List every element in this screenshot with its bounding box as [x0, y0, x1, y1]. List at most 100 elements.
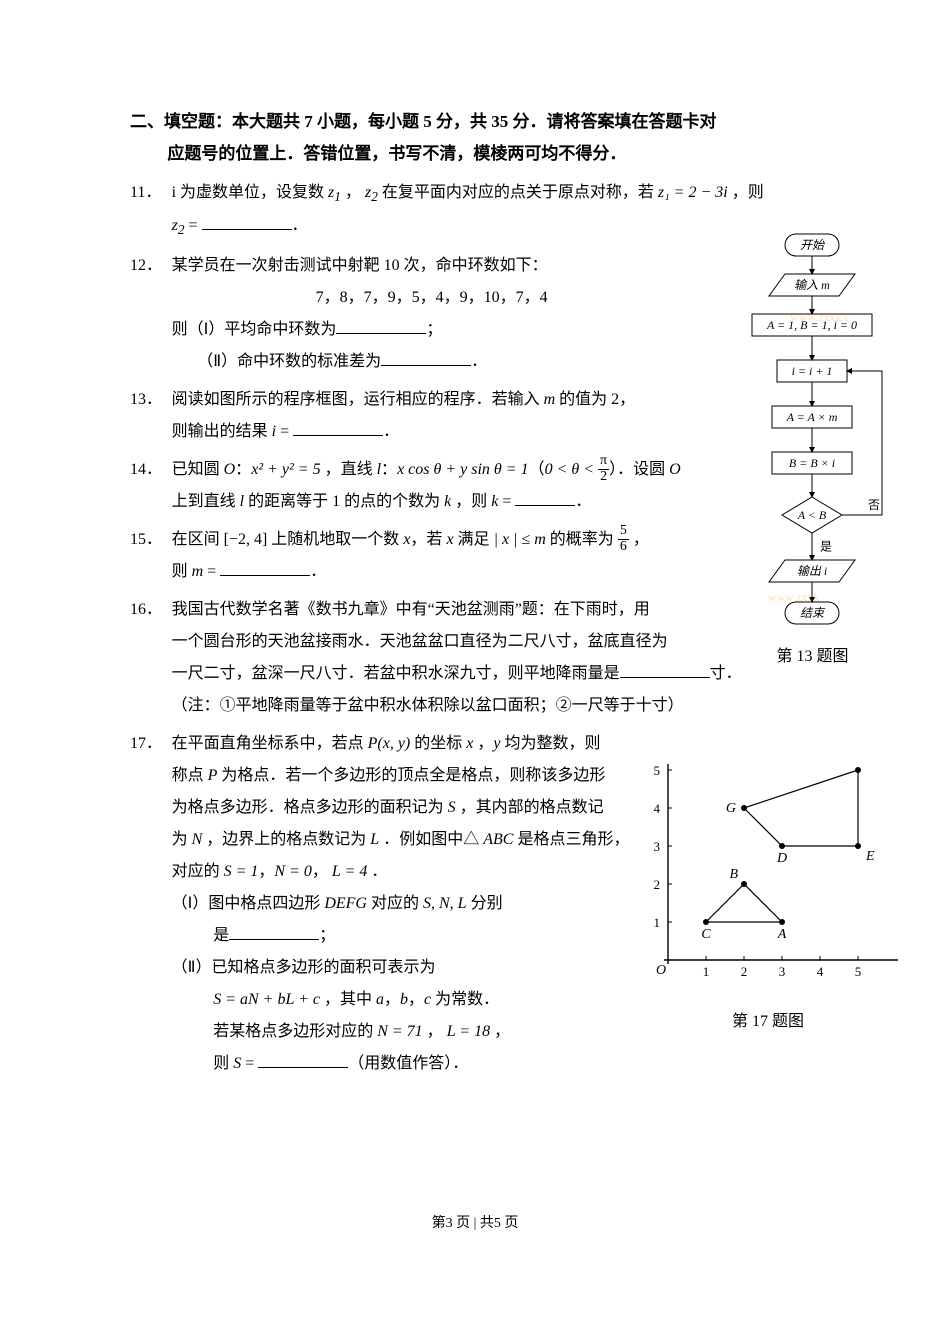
q11-s1: 1: [334, 189, 341, 204]
q17-ii-a: （Ⅱ）已知格点多边形的面积可表示为: [172, 959, 436, 976]
svg-text:1: 1: [703, 964, 710, 979]
svg-text:5: 5: [654, 764, 661, 778]
qbody-14: 已知圆 O：x² + y² = 5 ，直线 l：x cos θ + y sin …: [172, 454, 682, 518]
q12-l3a: （Ⅱ）命中环数的标准差为: [197, 353, 381, 370]
q17-l4d: 是格点三角形，: [513, 831, 629, 848]
q12-l3wrap: （Ⅱ）命中环数的标准差为 ．: [172, 346, 488, 378]
svg-text:E: E: [865, 849, 875, 864]
q17-S1: S = 1: [224, 863, 259, 880]
svg-text:开始: 开始: [800, 238, 825, 252]
q11-d: ，则: [728, 184, 764, 201]
q17-ii-l2: 若某格点多边形对应的 N = 71 ， L = 18 ，: [172, 1016, 511, 1048]
svg-text:G: G: [726, 801, 736, 816]
q17-l3a: 为格点多边形．格点多边形的面积记为: [172, 799, 448, 816]
qnum-14: 14．: [130, 454, 172, 518]
q17-l4c: ．例如图中△: [379, 831, 483, 848]
q17-l4a: 为: [172, 831, 192, 848]
qnum-13: 13．: [130, 384, 172, 448]
svg-text:A: A: [777, 927, 787, 942]
figure-17-caption: 第 17 题图: [638, 1007, 898, 1031]
q17-L4: L = 4: [332, 863, 367, 880]
page: 二、填空题：本大题共 7 小题，每小题 5 分，共 35 分．请将答案填在答题卡…: [0, 0, 950, 1344]
q17-ii-c: ，: [384, 991, 400, 1008]
svg-text:3: 3: [654, 839, 661, 854]
q11-l2c: ．: [292, 217, 308, 234]
q15-l1d: 满足: [454, 531, 494, 548]
q14-l1d: ：: [381, 461, 397, 478]
q17-l5a: 对应的: [172, 863, 224, 880]
q17-ii-eq: S = aN + bL + c: [213, 991, 320, 1008]
q13-m: m: [544, 391, 556, 408]
q11-b: ，: [341, 184, 365, 201]
q15-l1c: ，若: [410, 531, 446, 548]
q14-eq1: x² + y² = 5: [251, 461, 320, 478]
q17-i-l2a: 是: [213, 927, 229, 944]
svg-text:A = A × m: A = A × m: [786, 410, 838, 424]
blank-q11: [202, 214, 292, 230]
q16-l3a: 一尺二寸，盆深一尺八寸．若盆中积水深九寸，则平地降雨量是: [172, 665, 620, 682]
q17-l5b: ，: [258, 863, 274, 880]
svg-text:B = B × i: B = B × i: [789, 456, 835, 470]
q12-l3b: ．: [471, 353, 487, 370]
q15-x2: x: [446, 531, 453, 548]
q11-l2b: =: [185, 217, 202, 234]
qnum-17: 17．: [130, 728, 172, 1080]
q13-l2a: 则输出的结果: [172, 423, 272, 440]
q17-L18: L = 18: [447, 1023, 490, 1040]
q13-l1a: 阅读如图所示的程序框图，运行相应的程序．若输入: [172, 391, 544, 408]
q17-l5d: ．: [367, 863, 387, 880]
q17-y: y: [493, 735, 500, 752]
q14-l2e: ．: [575, 493, 591, 510]
q17-l1c: ，: [473, 735, 493, 752]
qbody-17: 在平面直角坐标系中，若点 P(x, y) 的坐标 x ，y 均为整数，则 称点 …: [172, 728, 632, 1080]
q17-ii-l2c: ，: [490, 1023, 510, 1040]
section-header-line2: 应题号的位置上．答错位置，书写不清，模棱两可均不得分．: [130, 138, 860, 170]
q11-eq: z₁ = 2 − 3i: [658, 184, 728, 201]
svg-text:A < B: A < B: [797, 508, 827, 522]
q17-ii-l3c: （用数值作答）．: [348, 1055, 468, 1072]
q15-l2a: 则: [172, 563, 192, 580]
q14-l1b: ：: [235, 461, 251, 478]
q14-l1c: ，直线: [321, 461, 377, 478]
q14-eq2: x cos θ + y sin θ = 1: [397, 461, 529, 478]
q17-b: b: [400, 991, 408, 1008]
qnum-11: 11．: [130, 177, 172, 245]
q17-N71: N = 71: [377, 1023, 422, 1040]
q15-m: m: [192, 563, 204, 580]
svg-text:结束: 结束: [800, 606, 826, 620]
q11-l2s: 2: [178, 223, 185, 238]
q17-P: P(x, y): [368, 735, 411, 752]
q17-ii-eqwrap: S = aN + bL + c ，其中 a，b，c 为常数．: [172, 984, 500, 1016]
q15-fd: 6: [618, 540, 629, 555]
q17-l5c: ，: [312, 863, 332, 880]
q17-l1b: 的坐标: [410, 735, 466, 752]
figure-17-grid: xyO1234512345CABDEFG 第 17 题图: [638, 764, 898, 1031]
q14-l1a: 已知圆: [172, 461, 224, 478]
q17-ii-l3: 则 S = （用数值作答）．: [172, 1048, 469, 1080]
q14-O: O: [224, 461, 236, 478]
q16-l1: 我国古代数学名著《数书九章》中有“天池盆测雨”题：在下雨时，用: [172, 601, 650, 618]
q17-l2a: 称点: [172, 767, 208, 784]
q12-l2b: ；: [426, 321, 442, 338]
q17-DEFG: DEFG: [324, 895, 367, 912]
blank-q15: [220, 560, 310, 576]
q17-l4b: ，边界上的格点数记为: [202, 831, 370, 848]
svg-text:2: 2: [741, 964, 748, 979]
q14-O2: O: [669, 461, 681, 478]
q17-i-l2: 是；: [172, 920, 336, 952]
qnum-12: 12．: [130, 250, 172, 378]
q15-l1f: ，: [629, 531, 649, 548]
svg-text:D: D: [776, 851, 787, 866]
q17-l1d: 均为整数，则: [501, 735, 601, 752]
q17-ii-e: 为常数．: [431, 991, 499, 1008]
page-footer: 第3 页 | 共5 页: [0, 1212, 950, 1232]
svg-text:否: 否: [868, 498, 880, 512]
blank-q14: [515, 490, 575, 506]
q11-c: 在复平面内对应的点关于原点对称，若: [378, 184, 658, 201]
q17-ABC: ABC: [483, 831, 513, 848]
q17-N: N: [192, 831, 203, 848]
svg-text:输入 m: 输入 m: [794, 278, 830, 292]
svg-text:4: 4: [817, 964, 824, 979]
q15-l2c: ．: [310, 563, 326, 580]
q14-l1f: ）．设圆: [609, 461, 669, 478]
